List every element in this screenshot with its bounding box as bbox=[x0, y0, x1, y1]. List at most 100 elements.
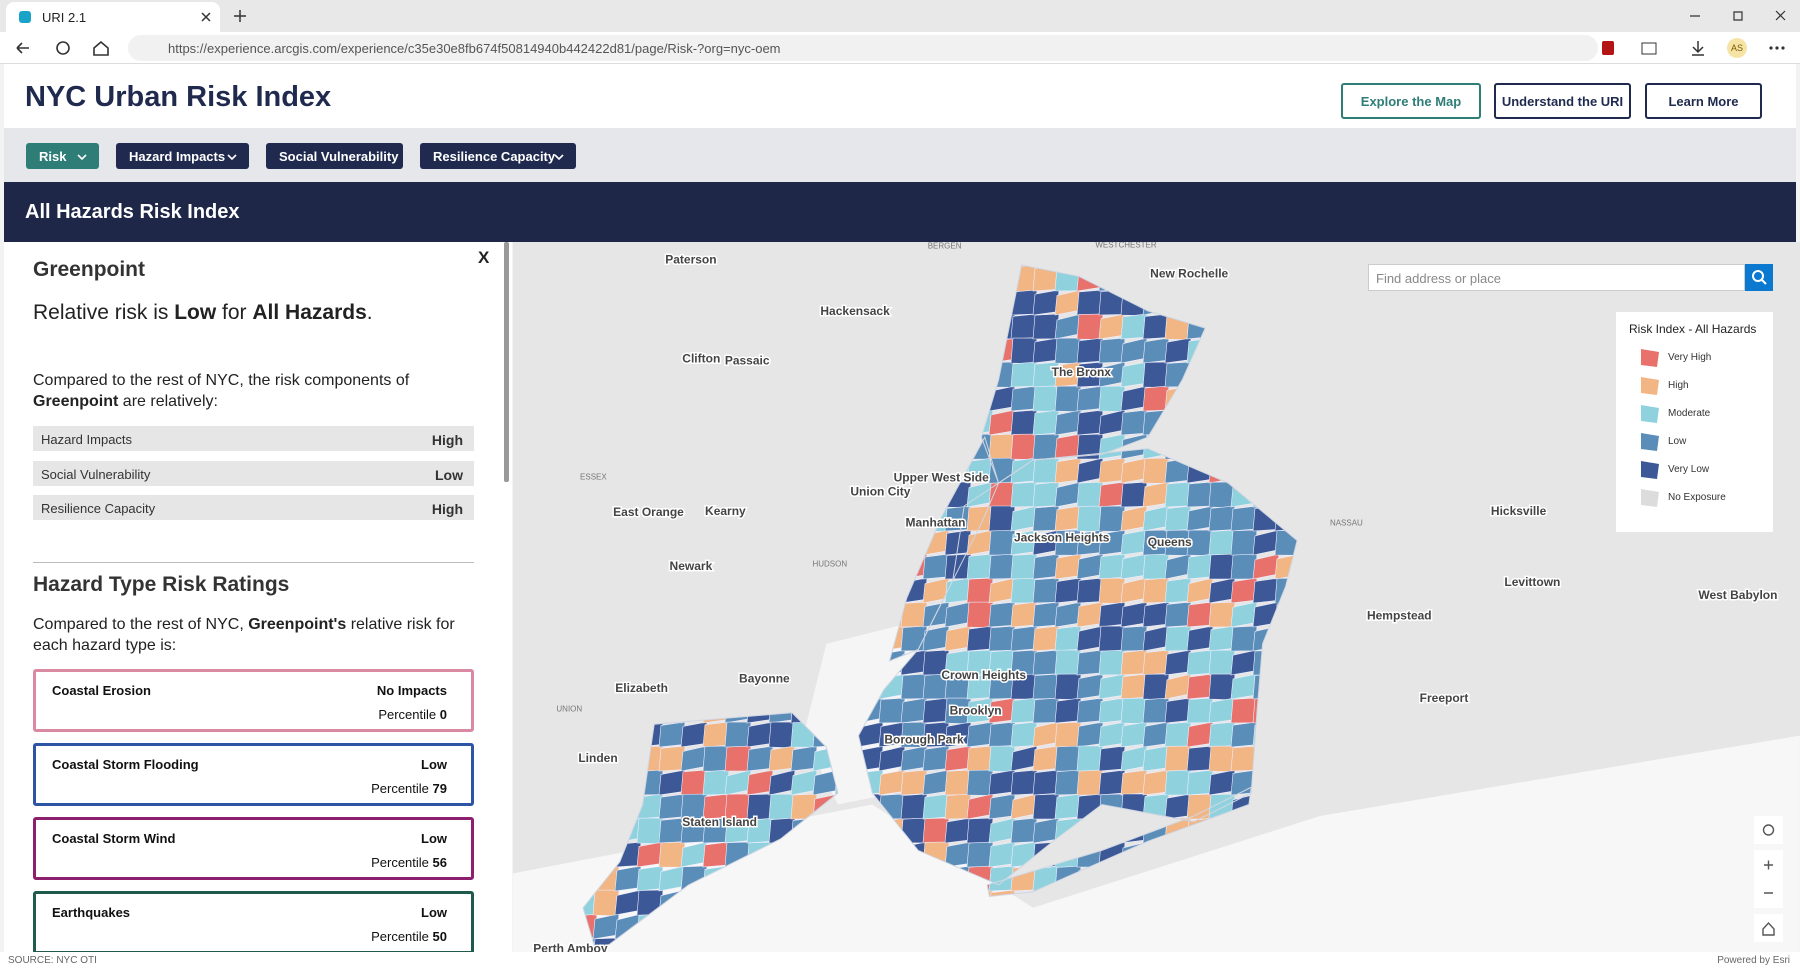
place-label: West Babylon bbox=[1698, 588, 1777, 602]
district bbox=[812, 409, 840, 436]
percentile: Percentile 79 bbox=[371, 781, 447, 796]
search-button[interactable] bbox=[1745, 264, 1773, 291]
district bbox=[1054, 865, 1082, 892]
district bbox=[636, 625, 664, 652]
address-bar: https://experience.arcgis.com/experience… bbox=[0, 32, 1800, 64]
district bbox=[768, 457, 796, 484]
district bbox=[1274, 481, 1298, 508]
district bbox=[680, 433, 708, 460]
nav-pill[interactable]: Resilience Capacity bbox=[420, 143, 576, 169]
district bbox=[680, 505, 708, 532]
map-controls[interactable] bbox=[1754, 816, 1784, 946]
district bbox=[812, 361, 840, 388]
district bbox=[614, 793, 642, 820]
nav-pill[interactable]: Social Vulnerability bbox=[266, 143, 403, 169]
percentile-value: 79 bbox=[432, 781, 447, 796]
place-label: Bayonne bbox=[739, 672, 790, 686]
county-label: ESSEX bbox=[580, 472, 607, 481]
district bbox=[834, 265, 862, 268]
header-button[interactable]: Learn More bbox=[1645, 83, 1762, 119]
district bbox=[790, 457, 818, 484]
county-label: WESTCHESTER bbox=[1095, 242, 1157, 250]
hazard-rating: Low bbox=[421, 905, 447, 920]
district bbox=[583, 793, 598, 820]
new-tab[interactable] bbox=[232, 8, 248, 24]
district bbox=[592, 337, 620, 364]
nav-pill[interactable]: Hazard Impacts bbox=[116, 143, 249, 169]
chevron bbox=[554, 154, 564, 160]
district bbox=[658, 385, 686, 412]
place-label: Staten Island bbox=[682, 815, 757, 829]
district bbox=[1274, 769, 1298, 796]
district bbox=[988, 265, 1016, 268]
district bbox=[724, 265, 752, 292]
tab-close[interactable] bbox=[200, 11, 212, 23]
county-label: UNION bbox=[556, 704, 582, 713]
map[interactable]: Paterson New Rochelle Hackensack Clifton Pas… bbox=[513, 242, 1800, 952]
risk-level: Low bbox=[174, 301, 217, 324]
district bbox=[878, 265, 906, 292]
district bbox=[1208, 361, 1236, 388]
borough-outline bbox=[986, 786, 1252, 897]
district bbox=[856, 553, 884, 580]
url-field[interactable]: https://experience.arcgis.com/experience… bbox=[128, 35, 1598, 61]
district bbox=[1164, 385, 1192, 412]
components-intro: Compared to the rest of NYC, the risk co… bbox=[33, 370, 453, 412]
district bbox=[1274, 409, 1298, 436]
district bbox=[856, 529, 884, 556]
header-button[interactable]: Explore the Map bbox=[1341, 83, 1481, 119]
district bbox=[1274, 793, 1298, 820]
district bbox=[900, 265, 928, 292]
district bbox=[658, 409, 686, 436]
district bbox=[636, 433, 664, 460]
district bbox=[834, 505, 862, 532]
district bbox=[724, 409, 752, 436]
district bbox=[746, 601, 774, 628]
district bbox=[768, 409, 796, 436]
close-button[interactable]: X bbox=[478, 248, 490, 267]
text: are relatively: bbox=[118, 393, 218, 410]
header-button[interactable]: Understand the URI bbox=[1494, 83, 1631, 119]
district bbox=[1208, 337, 1236, 364]
banner: All Hazards Risk Index bbox=[4, 182, 1796, 242]
district bbox=[592, 697, 620, 724]
district bbox=[812, 577, 840, 604]
percentile: Percentile 56 bbox=[371, 855, 447, 870]
district bbox=[900, 289, 928, 316]
district bbox=[680, 625, 708, 652]
text: . bbox=[366, 301, 373, 324]
district bbox=[790, 385, 818, 412]
scrollbar[interactable] bbox=[504, 242, 509, 482]
place: Greenpoint bbox=[33, 393, 119, 410]
window-controls[interactable] bbox=[1680, 8, 1790, 24]
district bbox=[1230, 265, 1258, 292]
district bbox=[614, 697, 642, 724]
profile[interactable]: AS bbox=[1727, 38, 1747, 58]
district bbox=[812, 529, 840, 556]
percentile: Percentile 50 bbox=[371, 929, 447, 944]
district bbox=[680, 385, 708, 412]
chevron bbox=[227, 154, 237, 160]
toolbar-icons[interactable] bbox=[1600, 39, 1720, 57]
district bbox=[1076, 841, 1104, 868]
district bbox=[988, 265, 1016, 292]
district bbox=[1208, 385, 1236, 412]
search-box[interactable]: Find address or place bbox=[1368, 264, 1745, 291]
district bbox=[636, 481, 664, 508]
nav-pill[interactable]: Risk bbox=[26, 143, 99, 169]
legend-label: Very High bbox=[1668, 352, 1712, 363]
chevron bbox=[77, 154, 87, 160]
browser-tab[interactable]: URI 2.1 bbox=[6, 2, 220, 32]
district bbox=[878, 385, 906, 412]
district bbox=[944, 289, 972, 317]
district bbox=[636, 313, 664, 340]
nav-buttons[interactable] bbox=[14, 39, 114, 57]
menu[interactable] bbox=[1768, 46, 1786, 50]
district bbox=[1274, 577, 1298, 604]
component-row: Social Vulnerability Low bbox=[33, 460, 474, 486]
district bbox=[680, 409, 708, 436]
district bbox=[702, 529, 730, 556]
district bbox=[1274, 313, 1298, 340]
district bbox=[592, 625, 620, 652]
place-label: Kearny bbox=[705, 504, 746, 518]
